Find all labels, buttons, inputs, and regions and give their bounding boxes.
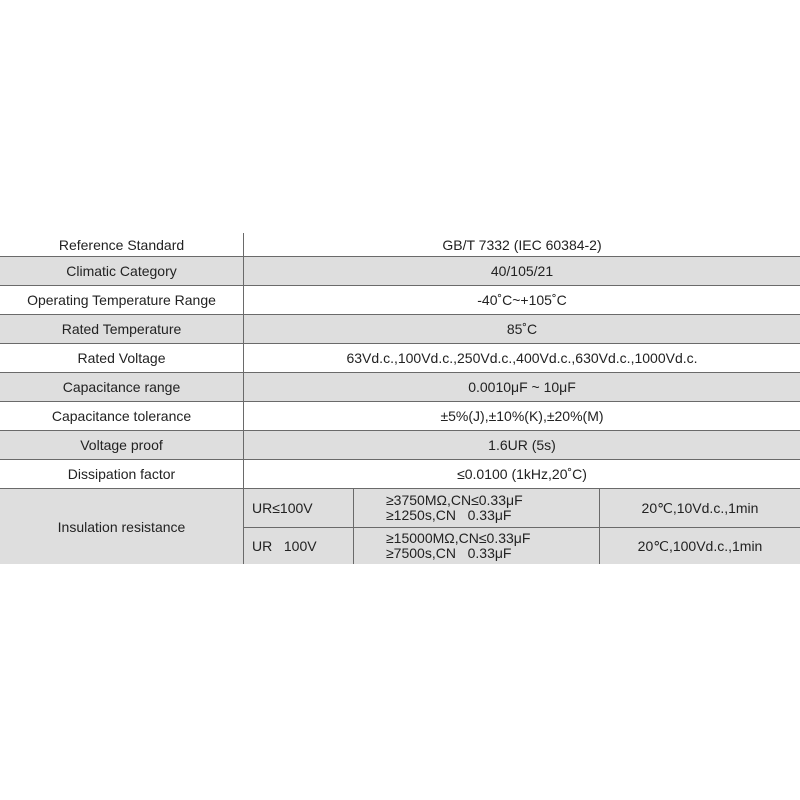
row-value: 63Vd.c.,100Vd.c.,250Vd.c.,400Vd.c.,630Vd… <box>346 350 698 366</box>
row-label: Rated Voltage <box>0 344 244 372</box>
row-label: Operating Temperature Range <box>0 286 244 314</box>
row-label: Dissipation factor <box>0 460 244 488</box>
row-label: Climatic Category <box>0 257 244 285</box>
row-value: -40˚C~+105˚C <box>477 292 567 308</box>
row-label: Insulation resistance <box>0 489 244 564</box>
voltage-condition: UR≤100V <box>244 489 354 527</box>
row-value: GB/T 7332 (IEC 60384-2) <box>442 236 602 253</box>
insulation-sub-row: UR≤100V ≥3750MΩ,CN≤0.33μF ≥1250s,CN 0.33μ… <box>244 489 800 528</box>
table-row: Rated Voltage 63Vd.c.,100Vd.c.,250Vd.c.,4… <box>0 344 800 373</box>
table-row: Capacitance range 0.0010μF ~ 10μF <box>0 373 800 402</box>
row-value: ≤0.0100 (1kHz,20˚C) <box>457 466 587 482</box>
resistance-requirement: ≥3750MΩ,CN≤0.33μF ≥1250s,CN 0.33μF <box>354 489 600 527</box>
insulation-row: Insulation resistance UR≤100V ≥3750MΩ,CN… <box>0 489 800 564</box>
spec-table: Reference Standard GB/T 7332 (IEC 60384-2… <box>0 233 800 564</box>
requirement-line: ≥1250s,CN 0.33μF <box>386 507 512 523</box>
insulation-sub-row: UR 100V ≥15000MΩ,CN≤0.33μF ≥7500s,CN 0.33… <box>244 528 800 564</box>
row-value: 1.6UR (5s) <box>488 437 556 453</box>
requirement-line: ≥3750MΩ,CN≤0.33μF <box>386 492 523 508</box>
row-value: 40/105/21 <box>490 263 554 279</box>
row-value: 0.0010μF ~ 10μF <box>468 379 576 395</box>
row-label: Rated Temperature <box>0 315 244 343</box>
table-row: Reference Standard GB/T 7332 (IEC 60384-2… <box>0 233 800 257</box>
table-row: Voltage proof 1.6UR (5s) <box>0 431 800 460</box>
table-row: Dissipation factor ≤0.0100 (1kHz,20˚C) <box>0 460 800 489</box>
requirement-line: ≥15000MΩ,CN≤0.33μF <box>386 530 531 546</box>
requirement-line: ≥7500s,CN 0.33μF <box>386 545 512 561</box>
table-row: Capacitance tolerance ±5%(J),±10%(K),±20%… <box>0 402 800 431</box>
row-value: 85˚C <box>506 321 538 337</box>
table-row: Rated Temperature 85˚C <box>0 315 800 344</box>
test-condition: 20℃,100Vd.c.,1min <box>637 537 763 554</box>
resistance-requirement: ≥15000MΩ,CN≤0.33μF ≥7500s,CN 0.33μF <box>354 528 600 564</box>
voltage-condition: UR 100V <box>244 528 354 564</box>
row-label: Capacitance range <box>0 373 244 401</box>
test-condition: 20℃,10Vd.c.,1min <box>641 499 759 516</box>
row-label: Reference Standard <box>0 233 244 256</box>
table-row: Climatic Category 40/105/21 <box>0 257 800 286</box>
table-row: Operating Temperature Range -40˚C~+105˚C <box>0 286 800 315</box>
row-label: Voltage proof <box>0 431 244 459</box>
row-value: ±5%(J),±10%(K),±20%(M) <box>440 408 604 424</box>
row-label: Capacitance tolerance <box>0 402 244 430</box>
